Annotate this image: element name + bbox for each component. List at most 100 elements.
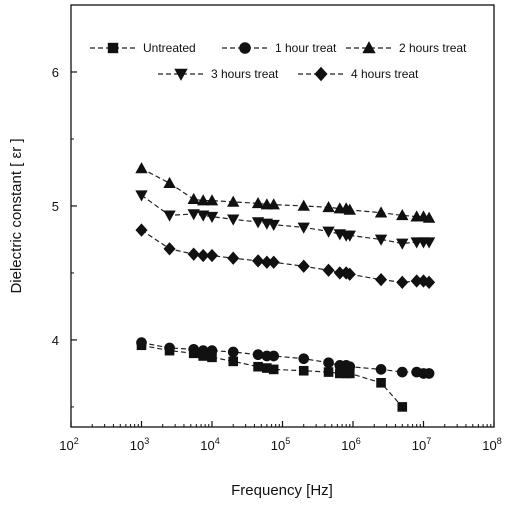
data-point: [297, 222, 310, 234]
data-point: [322, 226, 335, 238]
data-point: [298, 365, 309, 376]
data-point: [396, 209, 409, 221]
data-point: [205, 194, 219, 206]
data-point: [422, 237, 436, 249]
data-point: [206, 345, 218, 356]
x-tick-label: 106: [341, 436, 360, 453]
data-point: [136, 337, 147, 348]
data-point: [297, 259, 310, 273]
legend-item: 4 hours treat: [298, 66, 419, 82]
legend: Untreated 1 hour treat 2 hours treat 3 hour…: [90, 41, 467, 82]
data-point: [251, 196, 265, 209]
x-tick-label: 104: [200, 436, 219, 453]
data-point: [197, 210, 210, 222]
data-point: [343, 267, 356, 281]
data-point: [188, 343, 200, 355]
legend-marker: [314, 66, 328, 82]
x-tick-label: 108: [482, 436, 501, 453]
data-point: [163, 242, 176, 256]
series-line: [141, 229, 430, 283]
data-point: [187, 192, 200, 205]
legend-marker: [239, 42, 251, 54]
data-point: [163, 210, 176, 222]
data-point: [187, 247, 200, 261]
data-point: [228, 356, 239, 367]
x-axis: 102 103 104 105 106 107 108: [59, 421, 502, 453]
data-point: [322, 200, 335, 213]
data-point: [423, 275, 436, 289]
data-point: [322, 263, 335, 277]
data-point: [252, 254, 265, 268]
legend-label: 4 hours treat: [351, 67, 419, 81]
x-tick-label: 103: [130, 436, 149, 453]
data-point: [268, 350, 280, 362]
data-point: [397, 402, 408, 412]
data-point: [267, 219, 280, 232]
legend-label: 3 hours treat: [211, 67, 279, 81]
data-point: [423, 368, 435, 379]
data-point: [396, 366, 408, 378]
data-point: [376, 377, 386, 388]
data-point: [323, 367, 334, 377]
legend-item: 1 hour treat: [222, 41, 337, 55]
data-point: [374, 234, 388, 246]
data-point: [227, 346, 239, 358]
data-point: [251, 217, 265, 229]
data-point: [205, 211, 219, 223]
series-line: [141, 167, 430, 219]
data-point: [267, 198, 280, 210]
data-point: [135, 223, 148, 237]
data-point: [375, 364, 387, 375]
x-tick-label: 105: [271, 436, 290, 453]
legend-marker: [174, 68, 188, 81]
data-point: [343, 230, 356, 242]
data-point: [164, 342, 175, 354]
data-point: [197, 248, 210, 263]
data-point: [375, 272, 388, 287]
data-point: [135, 190, 148, 202]
data-point: [253, 361, 263, 372]
data-point: [205, 248, 219, 263]
series-layer: [135, 162, 436, 412]
series-square: [136, 340, 408, 412]
data-point: [298, 353, 310, 365]
data-point: [323, 357, 334, 369]
data-point: [227, 195, 240, 207]
data-point: [163, 176, 176, 188]
data-point: [396, 238, 409, 250]
data-point: [374, 206, 388, 218]
y-tick-label: 4: [52, 333, 59, 348]
y-tick-label: 6: [52, 65, 59, 80]
y-axis: 4 5 6: [52, 65, 77, 408]
data-point: [268, 364, 279, 375]
x-axis-label: Frequency [Hz]: [231, 482, 333, 499]
x-tick-label: 102: [59, 436, 78, 453]
x-tick-label: 107: [412, 436, 431, 453]
series-triangle-up: [135, 162, 436, 223]
data-point: [267, 255, 280, 269]
legend-marker: [107, 42, 119, 54]
y-tick-label: 5: [52, 199, 59, 214]
series-triangle-down: [135, 190, 436, 250]
data-point: [227, 214, 240, 226]
data-point: [252, 349, 264, 361]
data-point: [422, 211, 436, 223]
legend-label: 2 hours treat: [399, 41, 467, 55]
data-point: [343, 203, 356, 215]
legend-item: 3 hours treat: [158, 67, 279, 81]
legend-item: 2 hours treat: [346, 41, 467, 55]
data-point: [396, 275, 409, 289]
data-point: [344, 361, 356, 373]
data-point: [227, 251, 240, 265]
series-diamond: [135, 223, 436, 289]
y-axis-label: Dielectric constant [ εr ]: [8, 138, 25, 293]
legend-marker: [362, 41, 376, 54]
data-point: [197, 194, 210, 206]
legend-item: Untreated: [90, 41, 196, 55]
data-point: [187, 209, 200, 221]
data-point: [297, 199, 310, 211]
data-point: [135, 162, 148, 174]
legend-label: Untreated: [143, 41, 196, 55]
legend-label: 1 hour treat: [275, 41, 337, 55]
